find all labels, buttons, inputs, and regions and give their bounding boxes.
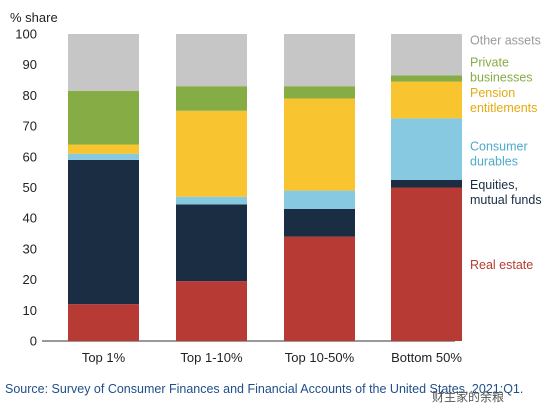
bars (68, 34, 462, 341)
bar-segment (284, 236, 355, 341)
bar-segment (176, 196, 247, 205)
y-tick-label: 0 (30, 334, 37, 349)
x-tick-label: Top 10-50% (285, 350, 355, 365)
bar-segment (284, 190, 355, 209)
bar-segment (68, 144, 139, 154)
legend: Real estate Equities,mutual funds Consumer… (470, 34, 542, 272)
bar-segment (284, 98, 355, 191)
legend-label: Private (470, 55, 509, 69)
y-tick-label: 30 (23, 241, 37, 256)
watermark: 财主家的余粮 (432, 390, 505, 404)
bar-segment (176, 110, 247, 197)
y-tick-label: 10 (23, 303, 37, 318)
legend-label: entitlements (470, 101, 537, 115)
bar-segment (176, 281, 247, 341)
bar-segment (68, 90, 139, 145)
bar-segment (176, 34, 247, 87)
bar-segment (176, 86, 247, 111)
bar-segment (68, 34, 139, 91)
bar-segment (284, 34, 355, 87)
x-tick-label: Top 1-10% (180, 350, 243, 365)
x-tick-label: Top 1% (82, 350, 126, 365)
bar-segment (391, 81, 462, 119)
bar-segment (284, 86, 355, 99)
bar-segment (391, 34, 462, 76)
y-tick-label: 80 (23, 88, 37, 103)
x-tick-label: Bottom 50% (391, 350, 462, 365)
legend-label: mutual funds (470, 193, 542, 207)
y-axis-ticks: 0 10 20 30 40 50 60 70 80 90 100 (15, 27, 37, 349)
legend-label: Equities, (470, 178, 518, 192)
bar-segment (68, 153, 139, 160)
y-tick-label: 20 (23, 272, 37, 287)
legend-label: Pension (470, 86, 515, 100)
bar-segment (68, 304, 139, 341)
source-note: Source: Survey of Consumer Finances and … (5, 382, 524, 396)
y-tick-label: 100 (15, 27, 37, 42)
bar-segment (176, 204, 247, 282)
y-axis-label: % share (10, 10, 58, 25)
y-tick-label: 40 (23, 211, 37, 226)
bar-segment (284, 208, 355, 237)
legend-label: durables (470, 155, 518, 169)
x-axis-labels: Top 1% Top 1-10% Top 10-50% Bottom 50% (82, 350, 463, 365)
y-tick-label: 60 (23, 149, 37, 164)
y-tick-label: 50 (23, 180, 37, 195)
legend-label: Consumer (470, 140, 528, 154)
bar-segment (68, 159, 139, 305)
legend-label: Other assets (470, 34, 541, 48)
y-tick-label: 90 (23, 57, 37, 72)
bar-segment (391, 179, 462, 188)
bar-segment (391, 118, 462, 180)
legend-label: Real estate (470, 258, 533, 272)
y-tick-label: 70 (23, 119, 37, 134)
legend-label: businesses (470, 70, 533, 84)
bar-segment (391, 75, 462, 82)
bar-segment (391, 187, 462, 341)
